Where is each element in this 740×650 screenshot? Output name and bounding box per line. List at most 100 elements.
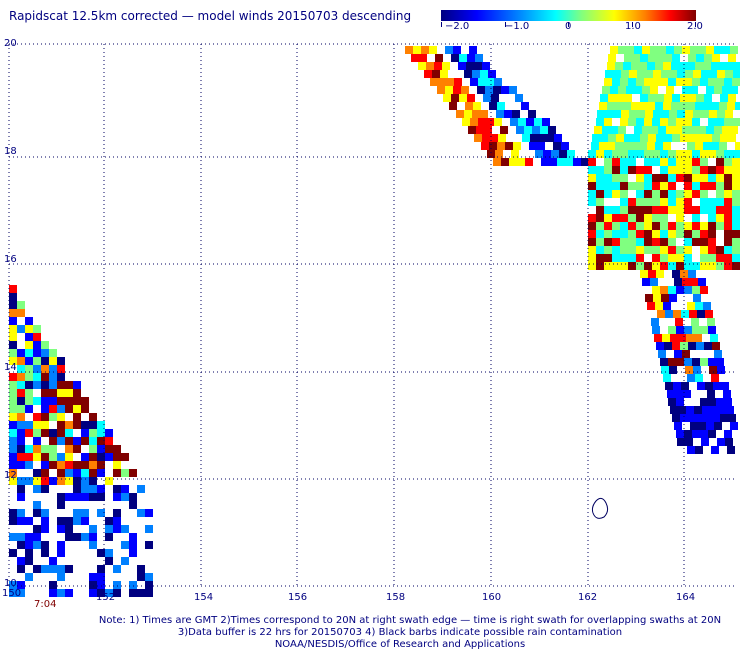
wind-cell [660,238,668,246]
wind-cell [645,70,653,78]
wind-cell [557,158,565,166]
wind-cell [57,549,65,557]
wind-cell [493,86,501,94]
wind-cell [49,413,57,421]
wind-cell [668,222,676,230]
wind-cell [719,102,727,110]
wind-cell [684,198,692,206]
lon-label-154: 154 [194,592,214,603]
wind-cell [33,437,41,445]
wind-cell [57,365,65,373]
wind-cell [692,182,700,190]
wind-cell [700,238,708,246]
wind-cell [692,206,700,214]
wind-cell [612,230,620,238]
wind-cell [700,78,708,86]
wind-cell [666,86,674,94]
wind-cell [456,110,464,118]
wind-cell [25,533,33,541]
wind-cell [677,110,685,118]
wind-cell [65,405,73,413]
wind-cell [647,302,655,310]
wind-cell [113,485,121,493]
wind-cell [632,134,640,142]
wind-cell [636,182,644,190]
wind-cell [530,134,538,142]
wind-cell [435,54,443,62]
wind-cell [469,46,477,54]
wind-cell [652,214,660,222]
wind-cell [604,150,612,158]
wind-cell [17,517,25,525]
wind-cell [668,182,676,190]
wind-cell [522,134,530,142]
wind-cell [504,110,512,118]
wind-cell [701,438,709,446]
wind-cell [489,142,497,150]
wind-cell [704,342,712,350]
wind-cell [9,445,17,453]
wind-cell [677,70,685,78]
wind-cell [626,46,634,54]
wind-cell [9,461,17,469]
wind-cell [692,158,700,166]
wind-cell [711,102,719,110]
wind-cell [485,86,493,94]
wind-cell [663,142,671,150]
wind-cell [483,94,491,102]
wind-cell [129,469,137,477]
wind-cell [25,541,33,549]
wind-cell [648,54,656,62]
wind-cell [714,126,722,134]
wind-cell [700,174,708,182]
wind-cell [682,86,690,94]
wind-cell [615,142,623,150]
wind-cell [685,70,693,78]
wind-cell [612,238,620,246]
wind-cell [732,230,740,238]
wind-cell [588,262,596,270]
wind-cell [676,150,684,158]
wind-cell [682,126,690,134]
wind-cell [549,158,557,166]
wind-cell [636,150,644,158]
wind-cell [89,469,97,477]
wind-cell [49,557,57,565]
wind-cell [89,453,97,461]
wind-cell [33,453,41,461]
wind-cell [685,366,693,374]
wind-cell [655,142,663,150]
wind-cell [129,549,137,557]
wind-cell [728,134,736,142]
wind-cell [700,182,708,190]
wind-cell [546,134,554,142]
wind-cell [41,565,49,573]
wind-cell [65,389,73,397]
wind-cell [33,413,41,421]
wind-cell [596,166,604,174]
wind-cell [730,86,738,94]
lon-label-160: 160 [482,592,502,603]
wind-cell [716,166,724,174]
wind-cell [724,238,732,246]
wind-cell [596,246,604,254]
wind-cell [724,118,732,126]
wind-cell [687,446,695,454]
wind-cell [724,222,732,230]
wind-cell [704,134,712,142]
wind-cell [700,166,708,174]
wind-cell [588,254,596,262]
wind-cell [624,134,632,142]
wind-cell [636,206,644,214]
wind-cell [642,126,650,134]
wind-cell [684,262,692,270]
wind-cell [639,142,647,150]
wind-cell [607,62,615,70]
wind-cell [680,414,688,422]
wind-cell [700,262,708,270]
wind-cell [652,206,660,214]
wind-cell [481,142,489,150]
wind-cell [684,158,692,166]
wind-cell [621,110,629,118]
wind-cell [688,134,696,142]
